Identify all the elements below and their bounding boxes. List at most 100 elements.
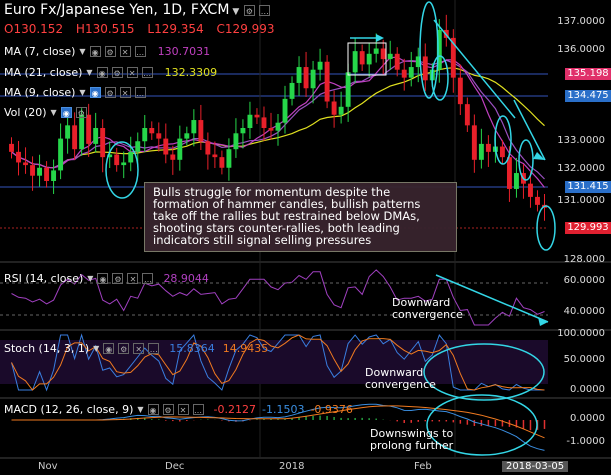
visibility-icon[interactable]: ◉ xyxy=(147,404,159,415)
more-icon[interactable]: … xyxy=(148,343,160,354)
candle-body xyxy=(107,154,113,158)
candle-body xyxy=(100,128,106,158)
candle-body xyxy=(128,151,134,163)
settings-gear-icon[interactable]: ⚙ xyxy=(104,46,116,57)
settings-gear-icon[interactable]: ⚙ xyxy=(118,343,130,354)
candle-body xyxy=(415,56,421,68)
rsi-line xyxy=(11,269,545,326)
ma21-label: MA (21, close) xyxy=(4,66,83,79)
candle-body xyxy=(219,157,225,168)
more-icon[interactable]: … xyxy=(192,404,204,415)
analysis-textbox: Bulls struggle for momentum despite the … xyxy=(144,182,457,252)
candle-body xyxy=(352,51,358,73)
close-icon[interactable]: ✕ xyxy=(133,343,145,354)
price-tick: 136.0000 xyxy=(557,44,605,55)
settings-gear-icon[interactable]: ⚙ xyxy=(112,273,124,284)
settings-gear-icon[interactable]: ⚙ xyxy=(111,67,123,78)
macd-label: MACD (12, 26, close, 9) xyxy=(4,403,134,416)
chevron-down-icon[interactable]: ▼ xyxy=(87,274,94,283)
chevron-down-icon[interactable]: ▼ xyxy=(79,47,86,56)
indicator-ma9[interactable]: MA (9, close) ▼ ◉ ⚙ ✕… xyxy=(4,86,146,99)
candle-body xyxy=(247,114,253,128)
macd-signal-line xyxy=(11,405,545,439)
chevron-down-icon[interactable]: ▼ xyxy=(232,7,240,17)
annotation-ellipse xyxy=(518,139,534,181)
stoch-k-line xyxy=(11,333,545,392)
visibility-icon[interactable]: ◉ xyxy=(60,107,72,118)
low-label: L xyxy=(147,22,155,36)
candle-body xyxy=(233,133,239,150)
annotation-trendline xyxy=(433,19,516,119)
symbol-title[interactable]: Euro Fx/Japanese Yen, 1D, FXCM ▼ ⚙ … xyxy=(4,2,271,18)
rsi-tick: 60.0000 xyxy=(563,275,605,286)
indicator-macd[interactable]: MACD (12, 26, close, 9) ▼ ◉ ⚙ ✕… -0.2127 -1… xyxy=(4,403,353,416)
close-icon[interactable]: ✕ xyxy=(119,87,131,98)
candle-body xyxy=(303,67,309,89)
annotation-trendline xyxy=(435,274,549,323)
level-price-tag: 131.415 xyxy=(565,181,611,193)
chevron-down-icon[interactable]: ▼ xyxy=(86,68,93,77)
candle-body xyxy=(499,146,505,158)
visibility-icon[interactable]: ◉ xyxy=(89,46,101,57)
volume-label: Vol (20) xyxy=(4,106,47,119)
candle-body xyxy=(37,167,43,176)
candle-body xyxy=(156,133,162,139)
more-icon[interactable]: … xyxy=(134,46,146,57)
candle-body xyxy=(163,138,169,155)
candle-body xyxy=(457,77,463,105)
candle-body xyxy=(282,98,288,123)
candle-body xyxy=(86,114,92,144)
indicator-stoch[interactable]: Stoch (14, 3, 1) ▼ ◉ ⚙ ✕… 15.8364 14.9435 xyxy=(4,342,268,355)
candle-body xyxy=(450,37,456,78)
candle-body xyxy=(58,138,64,171)
stoch-label: Stoch (14, 3, 1) xyxy=(4,342,90,355)
ma-price-tag: 134.475 xyxy=(565,90,611,102)
chevron-down-icon[interactable]: ▼ xyxy=(79,88,86,97)
macd-annotation: Downswings to prolong further xyxy=(370,427,454,452)
visibility-icon[interactable]: ◉ xyxy=(89,87,101,98)
candle-body xyxy=(338,106,344,115)
close-icon[interactable]: ✕ xyxy=(177,404,189,415)
candle-body xyxy=(366,53,372,65)
close-icon[interactable]: ✕ xyxy=(119,46,131,57)
indicator-ma21[interactable]: MA (21, close) ▼ ◉ ⚙ ✕… 132.3309 xyxy=(4,66,217,79)
settings-gear-icon[interactable]: ⚙ xyxy=(162,404,174,415)
close-icon[interactable]: ✕ xyxy=(127,273,139,284)
chevron-down-icon[interactable]: ▼ xyxy=(137,405,144,414)
symbol-label: Euro Fx/Japanese Yen, 1D, FXCM xyxy=(4,2,230,18)
candle-body xyxy=(296,67,302,83)
candle-body xyxy=(310,69,316,89)
indicator-ma7[interactable]: MA (7, close) ▼ ◉ ⚙ ✕… 130.7031 xyxy=(4,45,210,58)
visibility-icon[interactable]: ◉ xyxy=(97,273,109,284)
more-icon[interactable]: … xyxy=(134,87,146,98)
close-icon[interactable]: ✕ xyxy=(126,67,138,78)
candle-body xyxy=(359,51,365,65)
settings-gear-icon[interactable]: ⚙ xyxy=(75,107,87,118)
candle-body xyxy=(149,128,155,134)
ohlc-readout: O130.152 H130.515 L129.354 C129.993 xyxy=(4,22,284,36)
indicator-volume[interactable]: Vol (20) ▼ ◉ ⚙ xyxy=(4,106,87,119)
more-icon[interactable]: … xyxy=(259,5,271,16)
candle-body xyxy=(317,61,323,70)
candle-body xyxy=(79,114,85,150)
more-icon[interactable]: … xyxy=(141,67,153,78)
candle-body xyxy=(380,48,386,60)
visibility-icon[interactable]: ◉ xyxy=(96,67,108,78)
settings-gear-icon[interactable]: ⚙ xyxy=(243,5,255,16)
more-icon[interactable]: … xyxy=(142,273,154,284)
annotation-ellipse xyxy=(426,394,538,456)
indicator-rsi[interactable]: RSI (14, close) ▼ ◉ ⚙ ✕… 28.9044 xyxy=(4,272,209,285)
chevron-down-icon[interactable]: ▼ xyxy=(93,344,100,353)
macd-value: -1.1503 xyxy=(261,403,305,416)
macd-tick: 0.0000 xyxy=(570,413,605,424)
stoch-tick: 50.0000 xyxy=(563,354,605,365)
candle-body xyxy=(205,141,211,155)
candle-body xyxy=(436,29,442,70)
visibility-icon[interactable]: ◉ xyxy=(103,343,115,354)
chevron-down-icon[interactable]: ▼ xyxy=(50,108,57,117)
price-tick: 128.000 xyxy=(563,254,605,265)
high-value: 130.515 xyxy=(84,22,135,36)
time-tick: Dec xyxy=(165,461,185,472)
candle-body xyxy=(135,141,141,152)
settings-gear-icon[interactable]: ⚙ xyxy=(104,87,116,98)
